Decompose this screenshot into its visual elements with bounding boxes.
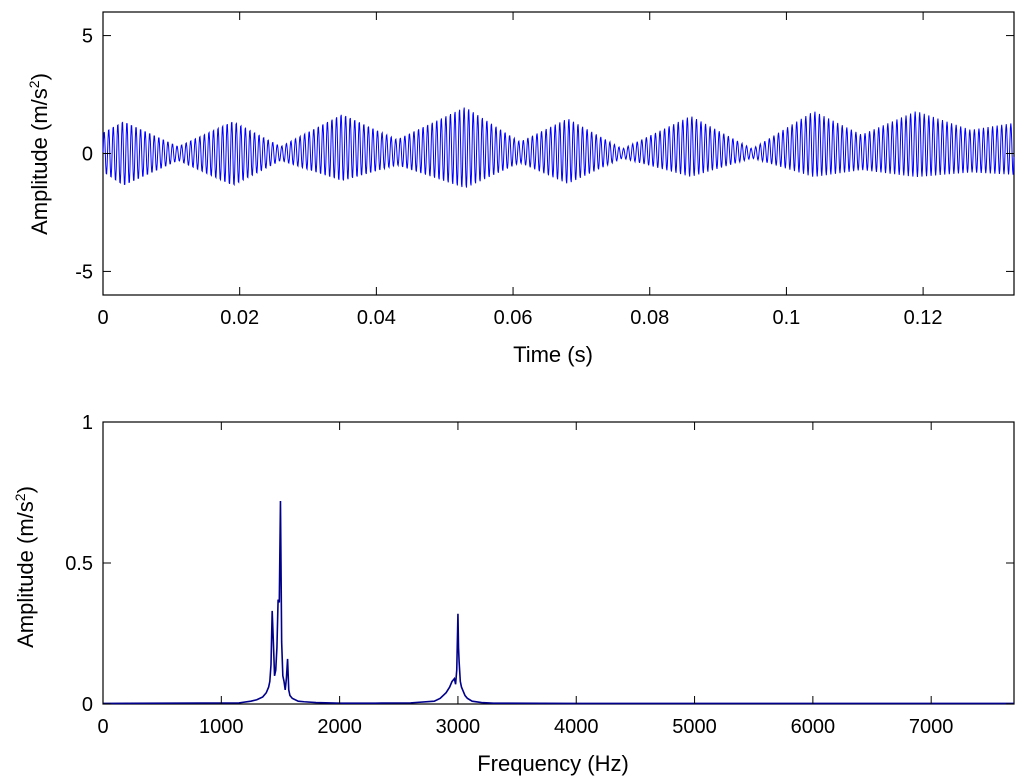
y-tick-label: 1 xyxy=(82,412,93,434)
x-tick-label: 1000 xyxy=(199,716,244,738)
frequency-plot-frame xyxy=(102,421,1015,705)
y-tick-label: 0 xyxy=(82,144,93,166)
x-tick-label: 0.04 xyxy=(357,307,396,329)
x-tick-label: 5000 xyxy=(672,716,717,738)
frequency-plot-ticks: 0 1000 2000 3000 4000 5000 6000 7000 0 0.5 1 xyxy=(65,412,1014,738)
frequency-series xyxy=(102,500,1014,705)
x-tick-label: 3000 xyxy=(436,716,481,738)
frequency-plot: 0 1000 2000 3000 4000 5000 6000 7000 0 0.5 1 Frequ… xyxy=(12,412,1015,776)
x-tick-label: 7000 xyxy=(909,716,954,738)
time-plot-ylabel: Amplitude (m/s2) xyxy=(26,73,52,235)
y-tick-label: 5 xyxy=(82,26,93,48)
time-plot: 0 0.02 0.04 0.06 0.08 0.1 0.12 -5 0 5 Time (s) Am… xyxy=(26,11,1015,367)
y-tick-label: 0 xyxy=(82,694,93,716)
time-plot-xlabel: Time (s) xyxy=(513,342,593,367)
x-tick-label: 0.02 xyxy=(220,307,259,329)
x-tick-label: 0 xyxy=(97,716,108,738)
x-tick-label: 0.12 xyxy=(904,307,943,329)
time-series xyxy=(102,107,1015,188)
x-tick-label: 4000 xyxy=(554,716,599,738)
spectrum-line xyxy=(102,500,1014,705)
y-tick-label: 0.5 xyxy=(65,553,93,575)
x-tick-label: 0.1 xyxy=(773,307,801,329)
x-tick-label: 0.06 xyxy=(494,307,533,329)
x-tick-label: 0.08 xyxy=(630,307,669,329)
x-tick-label: 0 xyxy=(97,307,108,329)
x-tick-label: 6000 xyxy=(791,716,836,738)
time-series-line xyxy=(102,107,1015,188)
frequency-plot-xlabel: Frequency (Hz) xyxy=(477,751,629,776)
frequency-plot-ylabel: Amplitude (m/s2) xyxy=(12,486,38,648)
y-tick-label: -5 xyxy=(75,261,93,283)
x-tick-label: 2000 xyxy=(317,716,362,738)
time-plot-ticks: 0 0.02 0.04 0.06 0.08 0.1 0.12 -5 0 5 xyxy=(75,12,1014,329)
